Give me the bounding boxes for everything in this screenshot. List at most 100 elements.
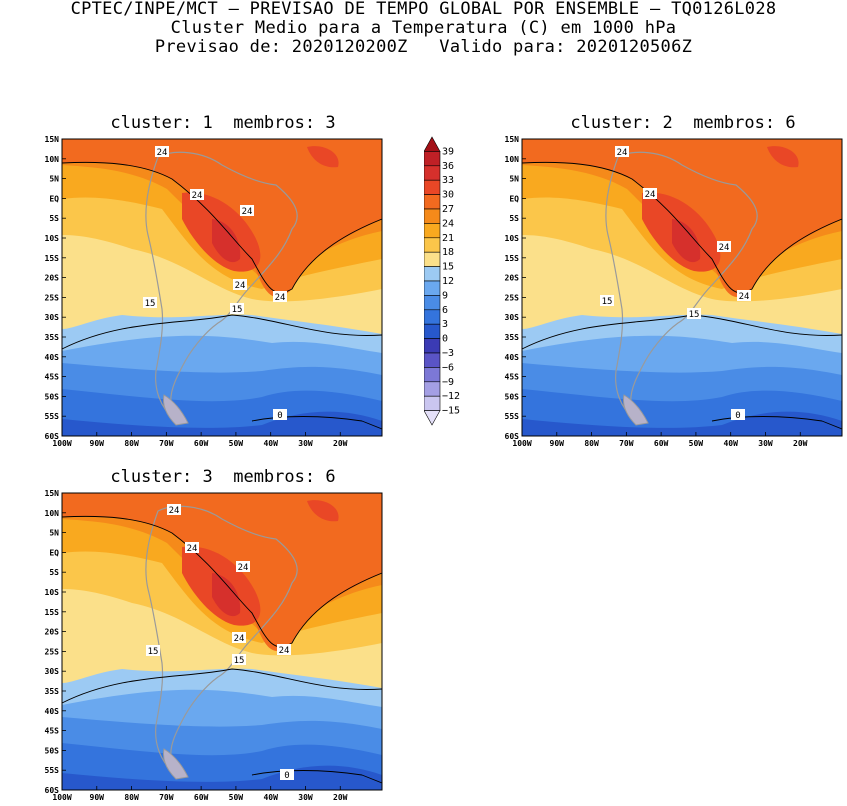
colorbar-label: −3 [442, 348, 454, 359]
lat-tick-label: 55S [45, 766, 60, 775]
colorbar-label: 12 [442, 276, 454, 287]
lon-tick-label: 80W [124, 793, 139, 802]
colorbar-label: 0 [442, 334, 448, 345]
colorbar-label: 39 [442, 146, 454, 157]
lat-tick-label: 30S [45, 667, 60, 676]
panel-3-map: 24 24 24 24 24 15 15 0 15N 10N 5N EQ 5S 10S 15S 20S 25S 3… [45, 489, 386, 806]
lon-tick-label: 90W [550, 439, 565, 448]
lat-tick-label: 25S [45, 293, 60, 302]
lat-tick-label: 45S [505, 373, 520, 382]
lon-tick-label: 20W [333, 793, 348, 802]
colorbar-label: 33 [442, 175, 454, 186]
lat-tick-label: 5N [49, 529, 59, 538]
colorbar-label: 30 [442, 190, 454, 201]
lat-tick-label: 50S [45, 392, 60, 401]
contour-label: 15 [146, 645, 160, 657]
lon-tick-label: 30W [758, 439, 773, 448]
svg-text:24: 24 [645, 190, 656, 200]
svg-text:15: 15 [145, 299, 156, 309]
lon-tick-label: 30W [298, 793, 313, 802]
svg-text:15: 15 [602, 297, 613, 307]
panel-3-title: cluster: 3 membros: 6 [110, 467, 336, 487]
lat-tick-label: 35S [45, 333, 60, 342]
contour-label: 15 [230, 303, 244, 315]
lon-tick-label: 100W [512, 439, 531, 448]
lat-tick-label: 30S [45, 313, 60, 322]
colorbar-label: −12 [442, 391, 460, 402]
lat-tick-label: 25S [505, 293, 520, 302]
lat-tick-label: 10S [45, 234, 60, 243]
svg-text:24: 24 [187, 544, 198, 554]
svg-text:24: 24 [242, 207, 253, 217]
lat-tick-label: 5N [49, 175, 59, 184]
map-svg: 24 24 24 24 24 15 15 0 15N 10N 5N EQ 5S 10S 15S 20S 25S 3… [45, 135, 383, 448]
lon-tick-label: 100W [52, 439, 71, 448]
colorbar-label: 9 [442, 290, 448, 301]
lon-tick-label: 20W [333, 439, 348, 448]
contour-label: 24 [190, 189, 204, 201]
colorbar-label: 36 [442, 161, 454, 172]
contour-label: 24 [167, 504, 181, 516]
colorbar-label: −9 [442, 377, 454, 388]
lat-tick-label: 15N [45, 135, 60, 144]
contour-label: 24 [232, 632, 246, 644]
panel-2-map: 24 24 24 24 15 15 0 15N 10N 5N EQ 5S 10S 15S 20S 25S 30S… [505, 135, 846, 452]
lat-tick-label: 60S [505, 432, 520, 441]
lon-tick-label: 100W [52, 793, 71, 802]
contour-label: 15 [600, 295, 614, 307]
header-line-2: Cluster Medio para a Temperatura (C) em … [170, 18, 677, 38]
temperature-colorbar: 39 36 33 30 27 24 21 18 15 12 9 6 3 0 −3 −6 −9 −12 −15 [423, 133, 464, 445]
lat-tick-label: 10S [505, 234, 520, 243]
contour-label: 24 [185, 542, 199, 554]
svg-text:24: 24 [169, 506, 180, 516]
lat-tick-label: EQ [509, 194, 519, 203]
contour-label: 15 [687, 308, 701, 320]
lon-tick-label: 50W [229, 793, 244, 802]
lat-tick-label: 50S [45, 746, 60, 755]
svg-text:15: 15 [232, 305, 243, 315]
svg-text:24: 24 [192, 191, 203, 201]
svg-text:24: 24 [235, 281, 246, 291]
svg-text:15: 15 [148, 647, 159, 657]
lon-tick-label: 60W [654, 439, 669, 448]
svg-text:24: 24 [157, 148, 168, 158]
colorbar-label: 6 [442, 305, 448, 316]
lat-tick-label: 5S [509, 214, 519, 223]
colorbar-label: 27 [442, 204, 454, 215]
lat-tick-label: 45S [45, 373, 60, 382]
svg-text:15: 15 [689, 310, 700, 320]
colorbar-label: 21 [442, 233, 454, 244]
lat-tick-label: 15S [45, 254, 60, 263]
lat-tick-label: EQ [49, 194, 59, 203]
contour-label: 24 [155, 146, 169, 158]
map-svg: 24 24 24 24 15 15 0 15N 10N 5N EQ 5S 10S 15S 20S 25S 30S… [505, 135, 843, 448]
contour-label: 24 [277, 644, 291, 656]
lon-tick-label: 80W [124, 439, 139, 448]
chart-header: CPTEC/INPE/MCT — PREVISAO DE TEMPO GLOBA… [0, 0, 847, 57]
contour-label: 24 [643, 188, 657, 200]
contour-label: 24 [236, 561, 250, 573]
contour-label: 24 [717, 241, 731, 253]
lat-tick-label: 10N [45, 155, 60, 164]
lat-tick-label: 35S [45, 687, 60, 696]
lon-tick-label: 30W [298, 439, 313, 448]
svg-text:0: 0 [735, 411, 740, 421]
lat-tick-label: 40S [505, 353, 520, 362]
lat-tick-label: 60S [45, 786, 60, 795]
map-svg: 24 24 24 24 24 15 15 0 15N 10N 5N EQ 5S 10S 15S 20S 25S 3… [45, 489, 383, 802]
lat-tick-label: 40S [45, 353, 60, 362]
lat-tick-label: 5S [49, 568, 59, 577]
svg-text:24: 24 [617, 148, 628, 158]
lat-tick-label: 15N [505, 135, 520, 144]
contour-label: 0 [280, 769, 294, 781]
header-line-1: CPTEC/INPE/MCT — PREVISAO DE TEMPO GLOBA… [70, 0, 777, 19]
lat-tick-label: 20S [45, 628, 60, 637]
lat-tick-label: 10S [45, 588, 60, 597]
lat-tick-label: 60S [45, 432, 60, 441]
svg-text:15: 15 [234, 656, 245, 666]
contour-label: 15 [232, 654, 246, 666]
contour-label: 24 [273, 291, 287, 303]
lat-tick-label: 55S [45, 412, 60, 421]
lon-tick-label: 80W [584, 439, 599, 448]
lat-tick-label: 35S [505, 333, 520, 342]
